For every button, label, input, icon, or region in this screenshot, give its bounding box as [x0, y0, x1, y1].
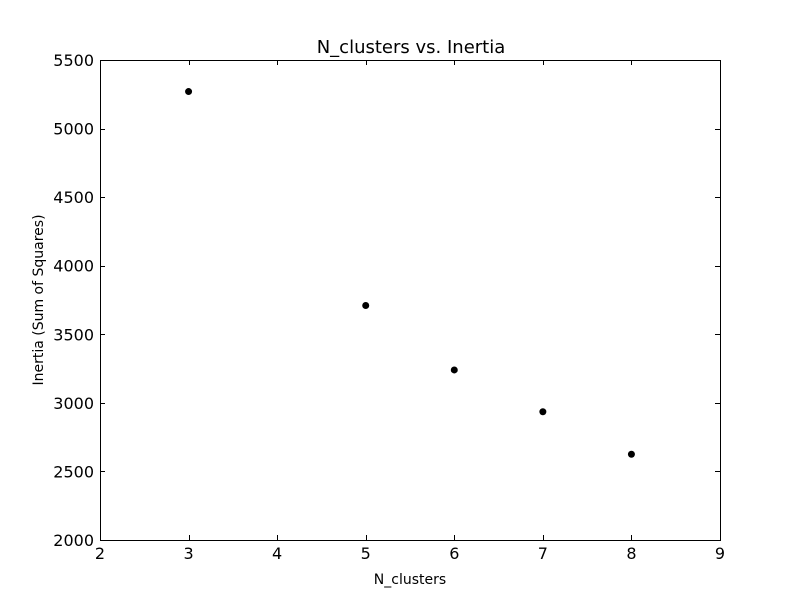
x-tick-label: 5 [361, 544, 371, 563]
x-axis: 2 3 4 5 6 7 8 9 [95, 60, 725, 563]
y-tick-label: 4000 [53, 257, 94, 276]
y-tick-label: 5000 [53, 120, 94, 139]
data-point [185, 88, 193, 96]
y-axis: 2000 2500 3000 3500 4000 4500 5000 5500 [53, 51, 720, 550]
data-point [362, 301, 370, 309]
data-point [539, 408, 547, 416]
y-tick-label: 2500 [53, 462, 94, 481]
x-tick-label: 2 [95, 544, 105, 563]
x-tick-label: 3 [183, 544, 193, 563]
data-point [450, 366, 458, 374]
y-tick-label: 4500 [53, 188, 94, 207]
data-point [627, 450, 635, 458]
y-tick-label: 5500 [53, 51, 94, 70]
y-axis-label: Inertia (Sum of Squares) [31, 214, 47, 385]
x-tick-label: 6 [449, 544, 459, 563]
chart-title: N_clusters vs. Inertia [317, 37, 506, 58]
x-tick-label: 9 [715, 544, 725, 563]
x-axis-label: N_clusters [374, 572, 446, 588]
data-points [185, 88, 635, 458]
x-tick-label: 4 [272, 544, 282, 563]
plot-area [100, 60, 721, 541]
y-tick-label: 3500 [53, 325, 94, 344]
x-tick-label: 8 [626, 544, 636, 563]
y-tick-label: 3000 [53, 394, 94, 413]
x-tick-label: 7 [538, 544, 548, 563]
y-tick-label: 2000 [53, 531, 94, 550]
